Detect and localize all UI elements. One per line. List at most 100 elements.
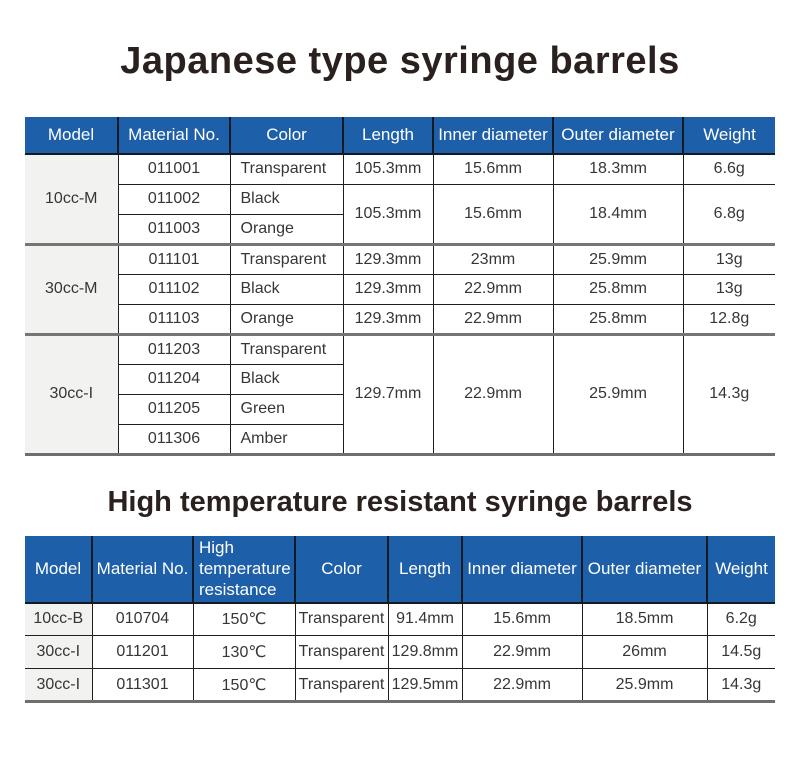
weight-header: Weight: [682, 117, 775, 155]
weight-cell: 6.2g: [706, 602, 775, 636]
inner-diameter-header: Inner diameter: [461, 535, 582, 604]
color-header: Color: [294, 535, 388, 604]
weight-cell: 14.5g: [706, 635, 775, 669]
length-cell: 105.3mm: [342, 153, 434, 185]
length-cell: 129.7mm: [342, 332, 434, 455]
outer-diameter-cell: 18.5mm: [581, 602, 708, 636]
material-no-cell: 011103: [117, 303, 231, 335]
color-cell: Transparent: [229, 332, 344, 365]
material-no-cell: 011306: [117, 423, 231, 455]
length-cell: 129.5mm: [387, 668, 463, 702]
model-cell: 10cc-B: [25, 602, 93, 636]
temp-resistance-cell: 150℃: [192, 668, 296, 702]
model-cell: 30cc-I: [25, 635, 93, 669]
material-no-cell: 011001: [117, 153, 231, 185]
material-no-cell: 010704: [91, 602, 194, 636]
outer-diameter-cell: 25.9mm: [581, 668, 708, 702]
inner-diameter-cell: 15.6mm: [432, 153, 554, 185]
weight-cell: 6.8g: [682, 183, 775, 245]
table2-title: High temperature resistant syringe barre…: [107, 485, 693, 518]
color-cell: Black: [229, 273, 344, 305]
table-row: 011306 Amber: [25, 423, 775, 455]
table-row: 30cc-M 011101 Transparent 129.3mm 23mm 2…: [25, 242, 775, 335]
length-cell: 129.8mm: [387, 635, 463, 669]
color-cell: Orange: [229, 213, 344, 245]
table-row: 011003 Orange: [25, 213, 775, 245]
table1-header-row: Model Material No. Color Length Inner di…: [25, 117, 775, 155]
model-cell: 10cc-M: [25, 153, 119, 245]
color-cell: Transparent: [294, 635, 389, 669]
weight-cell: 13g: [682, 242, 775, 275]
table-row: 011002 Black 105.3mm 15.6mm 18.4mm 6.8g: [25, 183, 775, 245]
outer-diameter-cell: 18.4mm: [552, 183, 684, 245]
length-cell: 105.3mm: [342, 183, 434, 245]
inner-diameter-cell: 15.6mm: [432, 183, 554, 245]
color-cell: Transparent: [294, 602, 389, 636]
material-no-cell: 011101: [117, 242, 231, 275]
material-no-cell: 011203: [117, 332, 231, 365]
length-cell: 91.4mm: [387, 602, 463, 636]
color-cell: Green: [229, 393, 344, 425]
table-row: 011103 Orange 129.3mm 22.9mm 25.8mm 12.8…: [25, 303, 775, 335]
high-temp-table: Model Material No. High temperature resi…: [25, 535, 775, 703]
outer-diameter-header: Outer diameter: [552, 117, 683, 155]
outer-diameter-cell: 25.9mm: [552, 332, 684, 455]
outer-diameter-cell: 26mm: [581, 635, 708, 669]
weight-cell: 6.6g: [682, 153, 775, 185]
model-cell: 30cc-M: [25, 242, 119, 335]
inner-diameter-cell: 22.9mm: [461, 635, 583, 669]
length-cell: 129.3mm: [342, 273, 434, 305]
temp-resistance-cell: 150℃: [192, 602, 296, 636]
material-no-cell: 011003: [117, 213, 231, 245]
weight-cell: 14.3g: [682, 332, 775, 455]
table-row: 10cc-M 011001 Transparent 105.3mm 15.6mm…: [25, 153, 775, 245]
table2-header-row: Model Material No. High temperature resi…: [25, 535, 775, 604]
color-cell: Black: [229, 363, 344, 395]
table-row: 011205 Green: [25, 393, 775, 425]
color-cell: Amber: [229, 423, 344, 455]
inner-diameter-header: Inner diameter: [432, 117, 553, 155]
color-cell: Orange: [229, 303, 344, 335]
page: Japanese type syringe barrels Model Mate…: [0, 40, 800, 759]
temp-resistance-cell: 130℃: [192, 635, 296, 669]
color-cell: Transparent: [294, 668, 389, 702]
outer-diameter-header: Outer diameter: [581, 535, 707, 604]
model-cell: 30cc-I: [25, 668, 93, 702]
model-header: Model: [25, 535, 92, 604]
color-cell: Transparent: [229, 153, 344, 185]
material-no-cell: 011102: [117, 273, 231, 305]
material-no-cell: 011201: [91, 635, 194, 669]
weight-cell: 14.3g: [706, 668, 775, 702]
temp-resistance-header: High temperature resistance: [192, 535, 295, 604]
length-cell: 129.3mm: [342, 242, 434, 275]
table-row: 10cc-B 010704 150℃ Transparent 91.4mm 15…: [25, 602, 775, 636]
inner-diameter-cell: 22.9mm: [461, 668, 583, 702]
outer-diameter-cell: 25.8mm: [552, 273, 684, 305]
table-row: 30cc-I 011301 150℃ Transparent 129.5mm 2…: [25, 668, 775, 702]
length-header: Length: [342, 117, 433, 155]
material-no-header: Material No.: [91, 535, 193, 604]
inner-diameter-cell: 22.9mm: [432, 303, 554, 335]
length-header: Length: [387, 535, 462, 604]
inner-diameter-cell: 23mm: [432, 242, 554, 275]
inner-diameter-cell: 22.9mm: [432, 332, 554, 455]
color-cell: Black: [229, 183, 344, 215]
table-row: 30cc-I 011201 130℃ Transparent 129.8mm 2…: [25, 635, 775, 669]
model-cell: 30cc-I: [25, 332, 119, 455]
table1-title: Japanese type syringe barrels: [120, 40, 680, 82]
material-no-cell: 011205: [117, 393, 231, 425]
length-cell: 129.3mm: [342, 303, 434, 335]
inner-diameter-cell: 22.9mm: [432, 273, 554, 305]
material-no-cell: 011002: [117, 183, 231, 215]
material-no-cell: 011204: [117, 363, 231, 395]
japanese-type-table: Model Material No. Color Length Inner di…: [25, 117, 775, 456]
color-cell: Transparent: [229, 242, 344, 275]
outer-diameter-cell: 25.9mm: [552, 242, 684, 275]
model-header: Model: [25, 117, 118, 155]
weight-header: Weight: [706, 535, 775, 604]
outer-diameter-cell: 25.8mm: [552, 303, 684, 335]
material-no-header: Material No.: [117, 117, 230, 155]
material-no-cell: 011301: [91, 668, 194, 702]
weight-cell: 13g: [682, 273, 775, 305]
table-row: 30cc-I 011203 Transparent 129.7mm 22.9mm…: [25, 332, 775, 455]
